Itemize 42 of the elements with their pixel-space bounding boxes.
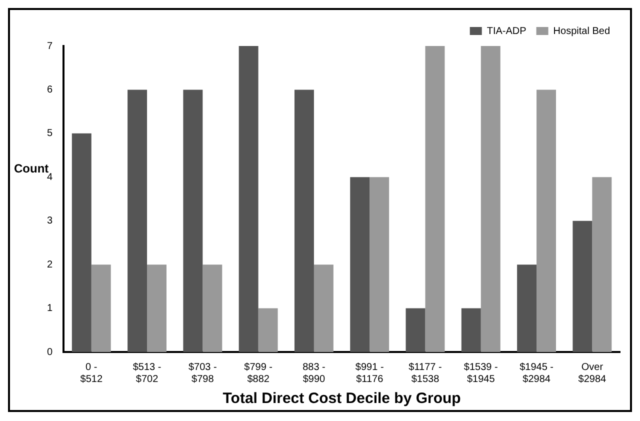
bar [461, 308, 481, 352]
legend-label: Hospital Bed [553, 26, 610, 37]
bar [128, 90, 148, 352]
bar [572, 220, 592, 352]
x-tick-label: $991 - $1176 [355, 362, 384, 385]
y-tick-label: 4 [47, 172, 53, 183]
bar [147, 264, 167, 352]
x-tick-label: $513 - $702 [132, 362, 162, 385]
bar [350, 177, 370, 352]
bar [202, 264, 222, 352]
bar [517, 264, 537, 352]
x-axis-title: Total Direct Cost Decile by Group [222, 390, 461, 408]
legend-label: TIA-ADP [486, 26, 527, 37]
bar [406, 308, 426, 352]
x-tick-label: $799 - $882 [244, 362, 272, 385]
bar [370, 177, 390, 352]
bar [72, 133, 92, 352]
bar [314, 264, 334, 352]
y-tick-label: 1 [47, 303, 53, 314]
bar [258, 308, 278, 352]
bar [183, 90, 203, 352]
y-tick-label: 0 [47, 346, 53, 358]
x-tick-label: $1539 - $1945 [464, 362, 498, 385]
x-tick-label: $703 - $798 [188, 362, 217, 385]
bar [238, 46, 258, 352]
bar [294, 90, 314, 352]
y-tick-label: 3 [47, 216, 53, 227]
x-tick-label: $1945 - $2984 [520, 362, 554, 385]
y-tick-label: 6 [47, 84, 53, 96]
x-tick-label: $1177 - $1538 [408, 362, 442, 385]
y-tick-label: 7 [47, 40, 53, 52]
bar [480, 46, 500, 352]
bar [592, 177, 612, 352]
y-axis-title: Count [14, 161, 49, 176]
bar [91, 264, 111, 352]
x-tick-label: 883 - $990 [302, 362, 326, 385]
y-tick-label: 2 [47, 259, 53, 270]
x-tick-label: Over $2984 [578, 362, 607, 385]
x-tick-label: 0 - $512 [80, 362, 103, 385]
bar [425, 46, 445, 352]
bar [536, 90, 556, 352]
y-tick-label: 5 [47, 128, 53, 140]
